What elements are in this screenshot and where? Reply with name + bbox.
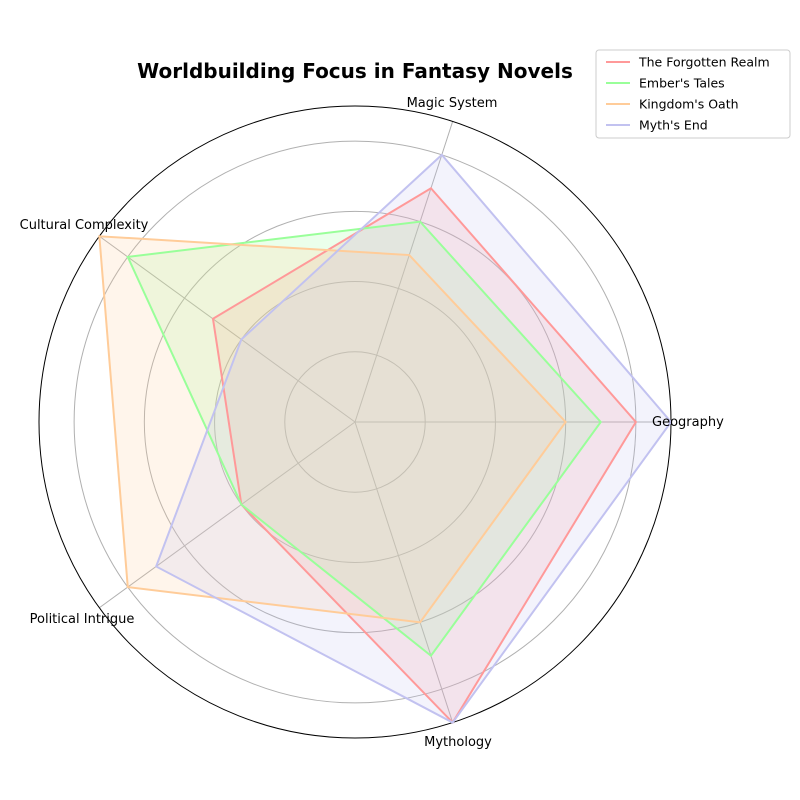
grid-spoke bbox=[99, 235, 356, 423]
series-line-1 bbox=[126, 220, 603, 658]
radar-series bbox=[98, 153, 673, 725]
series-line-0 bbox=[211, 186, 638, 725]
axis-labels: Geography Magic System Cultural Complexity… bbox=[20, 96, 724, 750]
legend-label: Kingdom's Oath bbox=[639, 97, 739, 112]
grid-spoke bbox=[99, 421, 356, 609]
series-area-0 bbox=[212, 188, 636, 723]
legend-box bbox=[595, 49, 791, 139]
axis-label: Geography bbox=[652, 415, 724, 430]
legend: The Forgotten Realm Ember's Tales Kingdom'… bbox=[595, 49, 791, 139]
series-area-1 bbox=[127, 221, 601, 656]
chart-title: Worldbuilding Focus in Fantasy Novels bbox=[137, 59, 573, 83]
axis-label: Magic System bbox=[407, 96, 498, 111]
grid-spoke bbox=[354, 121, 454, 423]
legend-label: The Forgotten Realm bbox=[638, 55, 770, 70]
series-area-3 bbox=[156, 154, 671, 723]
series-line-3 bbox=[154, 153, 673, 724]
grid-spoke bbox=[354, 421, 454, 723]
axis-label: Mythology bbox=[424, 735, 492, 750]
series-line-2 bbox=[98, 235, 567, 624]
legend-label: Myth's End bbox=[639, 118, 708, 133]
axis-label: Cultural Complexity bbox=[20, 218, 149, 233]
legend-label: Ember's Tales bbox=[639, 76, 725, 91]
axis-label: Political Intrigue bbox=[30, 612, 135, 627]
